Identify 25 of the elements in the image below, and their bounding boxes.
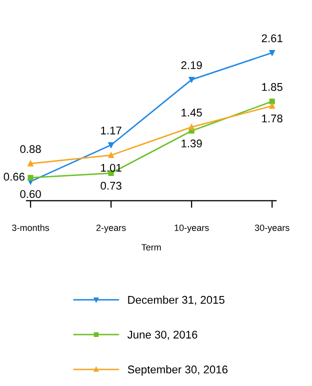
point — [269, 50, 275, 56]
x-tick-label: 2-years — [96, 224, 126, 233]
data-label: 1.45 — [182, 108, 202, 117]
data-label: 1.78 — [262, 114, 282, 122]
data-label: 0.73 — [100, 182, 122, 190]
data-label: 2.61 — [262, 34, 282, 42]
point — [269, 98, 275, 104]
x-tick-label: 3-months — [12, 224, 50, 231]
data-label: 0.66 — [4, 172, 25, 181]
data-label: 1.85 — [262, 83, 282, 91]
legend-label: December 31, 2015 — [128, 296, 224, 306]
x-tick-label: 30-years — [254, 224, 290, 233]
point — [28, 174, 34, 180]
data-label: 2.19 — [181, 61, 202, 70]
legend-label: June 30, 2016 — [127, 330, 198, 340]
point — [188, 124, 194, 130]
data-label: 1.17 — [101, 126, 122, 134]
legend-label: September 30, 2016 — [128, 365, 228, 376]
data-label: 0.60 — [20, 190, 41, 198]
point — [108, 152, 114, 158]
x-axis-title: Term — [141, 244, 161, 250]
x-tick-label: 10-years — [174, 224, 209, 233]
data-label: 1.39 — [182, 140, 202, 148]
data-label: 0.88 — [20, 145, 41, 154]
data-label: 1.01 — [101, 164, 122, 172]
